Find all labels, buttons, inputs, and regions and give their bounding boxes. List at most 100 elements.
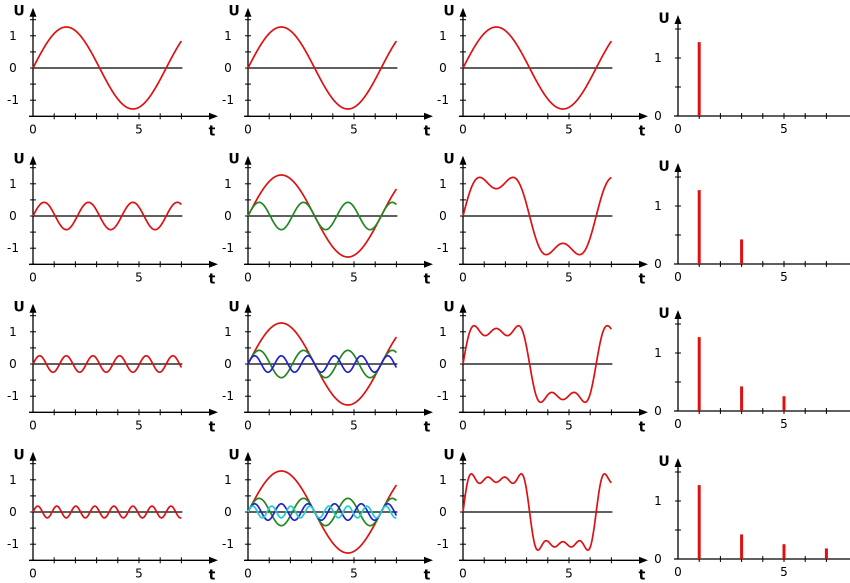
y-tick-label: -1 [7,537,19,551]
y-tick-label: 1 [9,29,17,43]
y-tick-label: 1 [654,51,662,65]
y-axis-arrow [244,303,252,313]
y-tick-label: 1 [654,199,662,213]
y-axis-name: U [228,152,239,168]
y-tick-label: 0 [224,357,232,371]
series-line-0 [247,174,398,258]
x-tick-label: 0 [459,566,467,580]
x-tick-label: 0 [244,566,252,580]
series-line-0 [32,201,183,231]
y-axis-arrow [244,7,252,17]
x-axis-name: t [209,567,216,583]
y-tick-label: 0 [9,505,17,519]
x-tick-label: 0 [674,565,682,579]
y-tick-label: 1 [224,29,232,43]
y-axis-arrow [674,15,682,24]
x-tick-label: 0 [674,417,682,431]
series-line-0 [247,470,398,554]
x-tick-label: 0 [459,270,467,284]
y-tick-label: -1 [222,389,234,403]
y-axis-name: U [228,448,239,464]
y-axis-arrow [29,451,37,461]
x-tick-label: 0 [459,418,467,432]
panel-r2-c3: Uf0501 [654,306,850,431]
y-tick-label: 1 [439,473,447,487]
x-tick-label: 0 [29,122,37,136]
x-tick-label: 5 [565,566,573,580]
y-axis-arrow [244,451,252,461]
y-tick-label: -1 [222,241,234,255]
y-tick-label: -1 [437,93,449,107]
x-tick-label: 5 [135,122,143,136]
panel-r0-c3: Uf0501 [654,11,850,136]
y-axis-name: U [13,152,24,168]
x-axis-name: t [424,419,431,435]
panel-r1-c1: Ut 0 5 -1 0 1 [222,152,433,287]
y-axis-name: U [443,4,454,20]
x-axis-arrow [639,556,648,564]
y-tick-label: 0 [439,505,447,519]
x-axis-arrow [209,408,218,416]
y-tick-label: 0 [224,61,232,75]
y-tick-label: 0 [654,404,662,418]
series-line-0 [32,505,182,519]
y-tick-label: 1 [224,325,232,339]
x-axis-arrow [424,260,433,268]
series-line-0 [32,354,183,374]
x-tick-label: 5 [350,566,358,580]
x-axis-arrow [209,556,218,564]
y-axis-name: U [658,11,669,27]
series-line-0 [462,473,612,551]
y-axis-arrow [459,155,467,165]
y-tick-label: -1 [437,537,449,551]
x-tick-label: 0 [244,122,252,136]
x-tick-label: 0 [244,270,252,284]
y-tick-label: 0 [9,357,17,371]
y-axis-arrow [459,303,467,313]
x-tick-label: 5 [565,418,573,432]
x-axis-arrow [639,260,648,268]
x-tick-label: 5 [780,270,788,284]
y-tick-label: 0 [654,109,662,123]
y-axis-name: U [658,159,669,175]
x-axis-name: t [639,123,646,139]
y-tick-label: -1 [437,241,449,255]
panel-r3-c1: Ut 0 5 -1 0 1 [222,448,433,583]
x-tick-label: 5 [135,270,143,284]
x-axis-arrow [209,112,218,120]
x-axis-name: t [424,271,431,287]
x-axis-name: t [639,271,646,287]
y-tick-label: 1 [9,325,17,339]
panel-r2-c2: Ut 0 5 -1 0 1 [437,300,648,435]
series-line-0 [247,26,398,110]
series-line-0 [462,176,612,256]
y-axis-arrow [29,303,37,313]
y-axis-arrow [674,310,682,319]
series-line-0 [462,324,613,404]
y-tick-label: 1 [9,473,17,487]
panel-r3-c3: Uf0501 [654,454,850,579]
y-tick-label: -1 [222,537,234,551]
panel-r1-c0: Ut 0 5 -1 0 1 [7,152,218,287]
y-axis-arrow [29,7,37,17]
x-tick-label: 5 [780,417,788,431]
series-line-3 [247,505,397,519]
x-tick-label: 5 [135,418,143,432]
x-axis-name: t [424,567,431,583]
x-tick-label: 0 [244,418,252,432]
x-tick-label: 5 [780,122,788,136]
x-axis-name: t [639,567,646,583]
y-tick-label: 0 [654,257,662,271]
y-axis-arrow [459,451,467,461]
y-tick-label: 0 [9,61,17,75]
x-tick-label: 0 [674,122,682,136]
y-tick-label: 0 [439,61,447,75]
series-line-0 [247,322,398,406]
x-tick-label: 0 [459,122,467,136]
y-axis-name: U [443,152,454,168]
y-axis-arrow [244,155,252,165]
y-tick-label: 1 [439,177,447,191]
y-tick-label: 1 [439,325,447,339]
x-axis-arrow [424,556,433,564]
